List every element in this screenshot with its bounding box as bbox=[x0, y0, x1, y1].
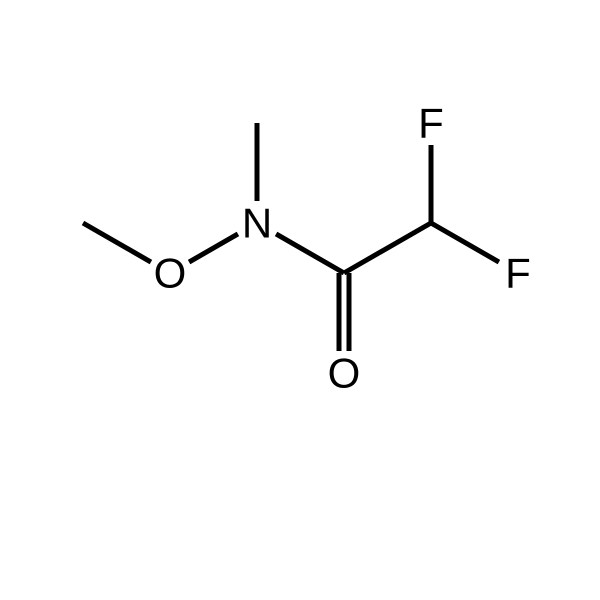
bond bbox=[276, 234, 344, 273]
atom-label-f: F bbox=[505, 250, 531, 297]
atom-label-f: F bbox=[418, 100, 444, 147]
bond bbox=[189, 234, 238, 262]
molecule-diagram: O N O F F bbox=[0, 0, 600, 600]
atom-label-o: O bbox=[154, 250, 187, 297]
bond bbox=[83, 223, 151, 262]
atom-label-n: N bbox=[242, 200, 272, 247]
bond bbox=[344, 223, 431, 273]
bond bbox=[431, 223, 499, 262]
atom-label-o: O bbox=[328, 350, 361, 397]
